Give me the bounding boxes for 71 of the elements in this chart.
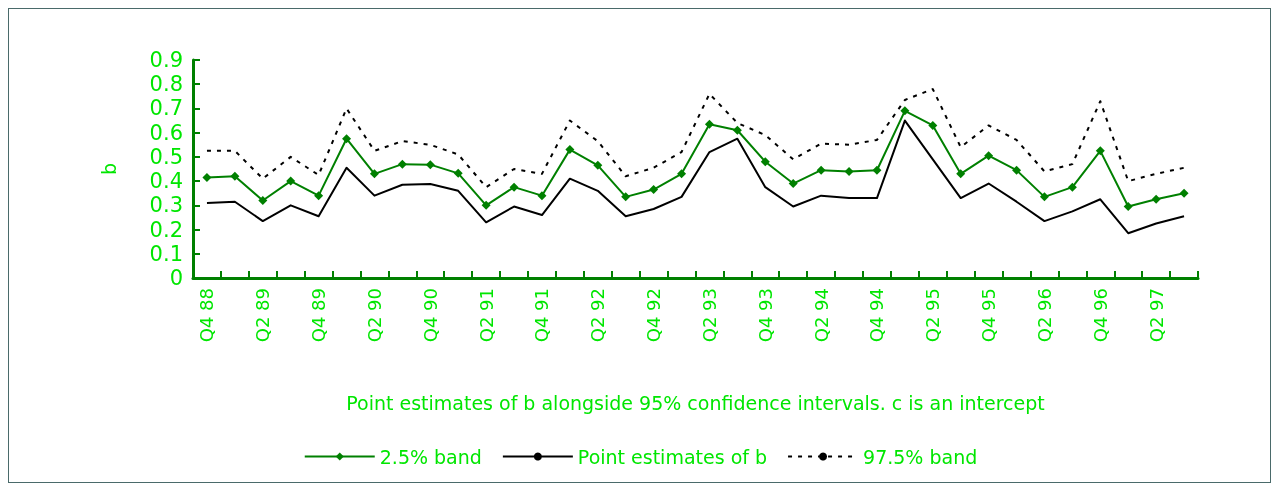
point (1067, 182, 1077, 192)
point (956, 169, 966, 179)
legend-label: 2.5% band (379, 445, 482, 468)
point (453, 168, 463, 178)
point (816, 165, 826, 175)
point (928, 120, 938, 130)
point (1179, 188, 1189, 198)
point (900, 106, 910, 116)
x-tick-label: Q4 90 (419, 288, 441, 343)
point (565, 145, 575, 155)
point (704, 119, 714, 129)
point (788, 179, 798, 189)
y-tick-label: 0.9 (149, 48, 183, 72)
point (872, 165, 882, 175)
x-tick-label: Q2 94 (810, 288, 832, 343)
y-tick-label: 0.4 (149, 169, 183, 194)
point (732, 125, 742, 135)
y-tick-label: 0.5 (149, 144, 183, 169)
x-tick-label: Q4 91 (531, 288, 553, 343)
x-tick-label: Q2 97 (1145, 288, 1167, 343)
point (1095, 146, 1105, 156)
y-tick-label: 0.1 (149, 241, 183, 266)
point (984, 151, 994, 161)
x-tick-label: Q4 93 (754, 288, 776, 343)
y-axis-title: b (97, 162, 120, 176)
point (342, 134, 352, 144)
x-tick-label: Q2 89 (252, 288, 274, 343)
point (481, 200, 491, 210)
point (593, 160, 603, 170)
point (258, 195, 268, 205)
point (509, 182, 519, 192)
point (677, 169, 687, 179)
point (1039, 192, 1049, 202)
x-tick-label: Q4 89 (308, 288, 330, 343)
point (649, 185, 659, 195)
point (537, 191, 547, 201)
point (369, 169, 379, 179)
point (286, 176, 296, 186)
point (202, 172, 212, 182)
point (760, 157, 770, 167)
y-tick-label: 0.8 (149, 72, 183, 97)
point (425, 160, 435, 170)
x-tick-label: Q2 90 (363, 288, 385, 343)
y-tick-label: 0.2 (149, 217, 183, 242)
point (1151, 194, 1161, 204)
point (1012, 165, 1022, 175)
point (844, 166, 854, 176)
x-tick-label: Q2 95 (922, 288, 944, 343)
legend-label: Point estimates of b (577, 445, 768, 468)
x-tick-label: Q4 88 (196, 288, 218, 343)
point (230, 171, 240, 181)
x-tick-label: Q4 95 (978, 288, 1000, 343)
point (397, 159, 407, 169)
x-axis-title: Point estimates of b alongside 95% confidence intervals. c is an intercept (346, 391, 1045, 414)
x-tick-label: Q2 93 (698, 288, 720, 343)
y-tick-label: 0.3 (149, 193, 183, 218)
line-series (205, 119, 1186, 235)
point (621, 192, 631, 202)
y-tick-label: 0.7 (149, 96, 183, 121)
legend-label: 97.5% band (863, 445, 978, 468)
x-tick-label: Q2 92 (587, 288, 609, 343)
x-tick-label: Q2 91 (475, 288, 497, 343)
y-tick-label: 0.6 (149, 120, 183, 145)
point (314, 191, 324, 201)
x-tick-label: Q2 96 (1033, 288, 1055, 343)
x-tick-label: Q4 94 (866, 288, 888, 343)
x-tick-label: Q4 92 (643, 288, 665, 343)
point (1123, 202, 1133, 212)
y-tick-label: 0 (169, 266, 183, 290)
x-tick-label: Q4 96 (1089, 288, 1111, 343)
line-series (205, 88, 1186, 189)
